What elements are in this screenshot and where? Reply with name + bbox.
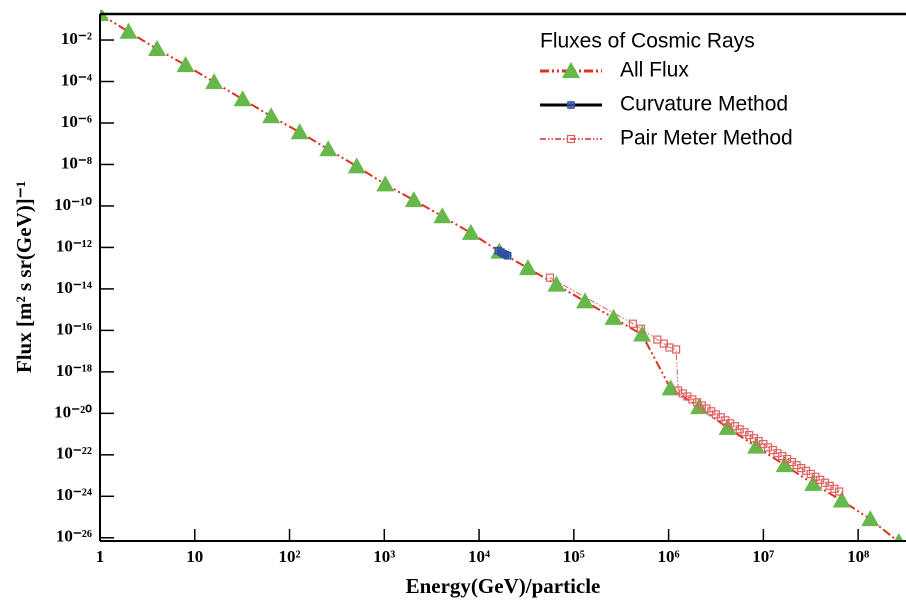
x-tick-label: 10² (278, 547, 300, 566)
y-tick-label: 10⁻²⁶ (56, 527, 92, 546)
legend-label: Pair Meter Method (620, 127, 793, 150)
triangle-marker (404, 191, 423, 208)
square-marker (672, 345, 681, 354)
square-marker (797, 463, 806, 473)
triangle-marker (148, 39, 167, 56)
triangle-marker (893, 532, 904, 542)
triangle-marker (832, 491, 851, 508)
y-axis-label: Flux [m² s sr(GeV)]⁻¹ (12, 181, 36, 373)
square-marker (628, 319, 637, 328)
triangle-marker (347, 157, 366, 174)
x-axis-label: Energy(GeV)/particle (406, 574, 601, 598)
y-tick-label: 10⁻⁶ (61, 112, 92, 131)
y-tick-label: 10⁻¹⁴ (56, 278, 92, 297)
triangle-marker (804, 474, 823, 491)
y-tick-label: 10⁻² (61, 29, 92, 48)
triangle-marker (861, 510, 880, 527)
square-marker (636, 324, 645, 333)
triangle-marker (262, 107, 281, 124)
triangle-marker (319, 140, 338, 157)
triangle-marker (518, 259, 537, 276)
y-tick-label: 10⁻¹⁸ (56, 361, 92, 380)
y-tick-label: 10⁻⁴ (61, 70, 92, 89)
x-tick-label: 10⁷ (752, 547, 774, 566)
x-tick-label: 10 (186, 547, 203, 566)
legend-label: Curvature Method (620, 93, 788, 116)
x-tick-label: 10⁵ (563, 547, 585, 566)
square-marker (726, 419, 735, 428)
x-tick-label: 10⁸ (847, 547, 869, 566)
triangle-marker (562, 62, 580, 78)
square-marker (830, 484, 839, 493)
y-tick-label: 10⁻¹⁶ (56, 319, 92, 338)
plot-area (100, 10, 904, 542)
triangle-marker (433, 207, 452, 224)
triangle-marker (633, 325, 652, 342)
square-marker (749, 434, 758, 443)
square-marker (711, 410, 721, 419)
triangle-marker (119, 22, 138, 39)
triangle-marker (290, 123, 309, 140)
y-tick-label: 10⁻¹² (56, 236, 92, 255)
triangle-marker (604, 308, 623, 325)
x-tick-label: 10³ (373, 547, 395, 566)
square-marker (773, 449, 782, 458)
cross-marker (567, 101, 575, 109)
square-marker (566, 134, 576, 144)
square-marker (806, 469, 815, 479)
legend-label: All Flux (620, 59, 689, 82)
cross-marker (503, 251, 512, 260)
legend-title: Fluxes of Cosmic Rays (540, 30, 755, 53)
y-tick-label: 10⁻¹⁰ (54, 195, 92, 214)
y-tick-label: 10⁻²⁴ (56, 485, 92, 504)
square-marker (763, 443, 773, 452)
triangle-marker (547, 275, 566, 292)
square-marker (835, 487, 844, 496)
square-marker (545, 273, 555, 282)
x-tick-label: 10⁴ (468, 547, 490, 566)
x-tick-label: 1 (96, 547, 105, 566)
triangle-marker (775, 456, 794, 473)
triangle-marker (575, 292, 594, 309)
y-tick-label: 10⁻²⁰ (54, 402, 92, 421)
triangle-marker (176, 56, 195, 73)
triangle-marker (461, 223, 480, 240)
triangle-marker (376, 175, 395, 192)
x-tick-label: 10⁶ (658, 547, 680, 566)
triangle-marker (233, 90, 252, 107)
square-marker (702, 404, 711, 413)
y-tick-label: 10⁻²² (56, 444, 92, 463)
triangle-marker (747, 437, 766, 454)
square-marker (816, 475, 825, 484)
y-tick-label: 10⁻⁸ (61, 153, 92, 172)
triangle-marker (205, 73, 224, 90)
